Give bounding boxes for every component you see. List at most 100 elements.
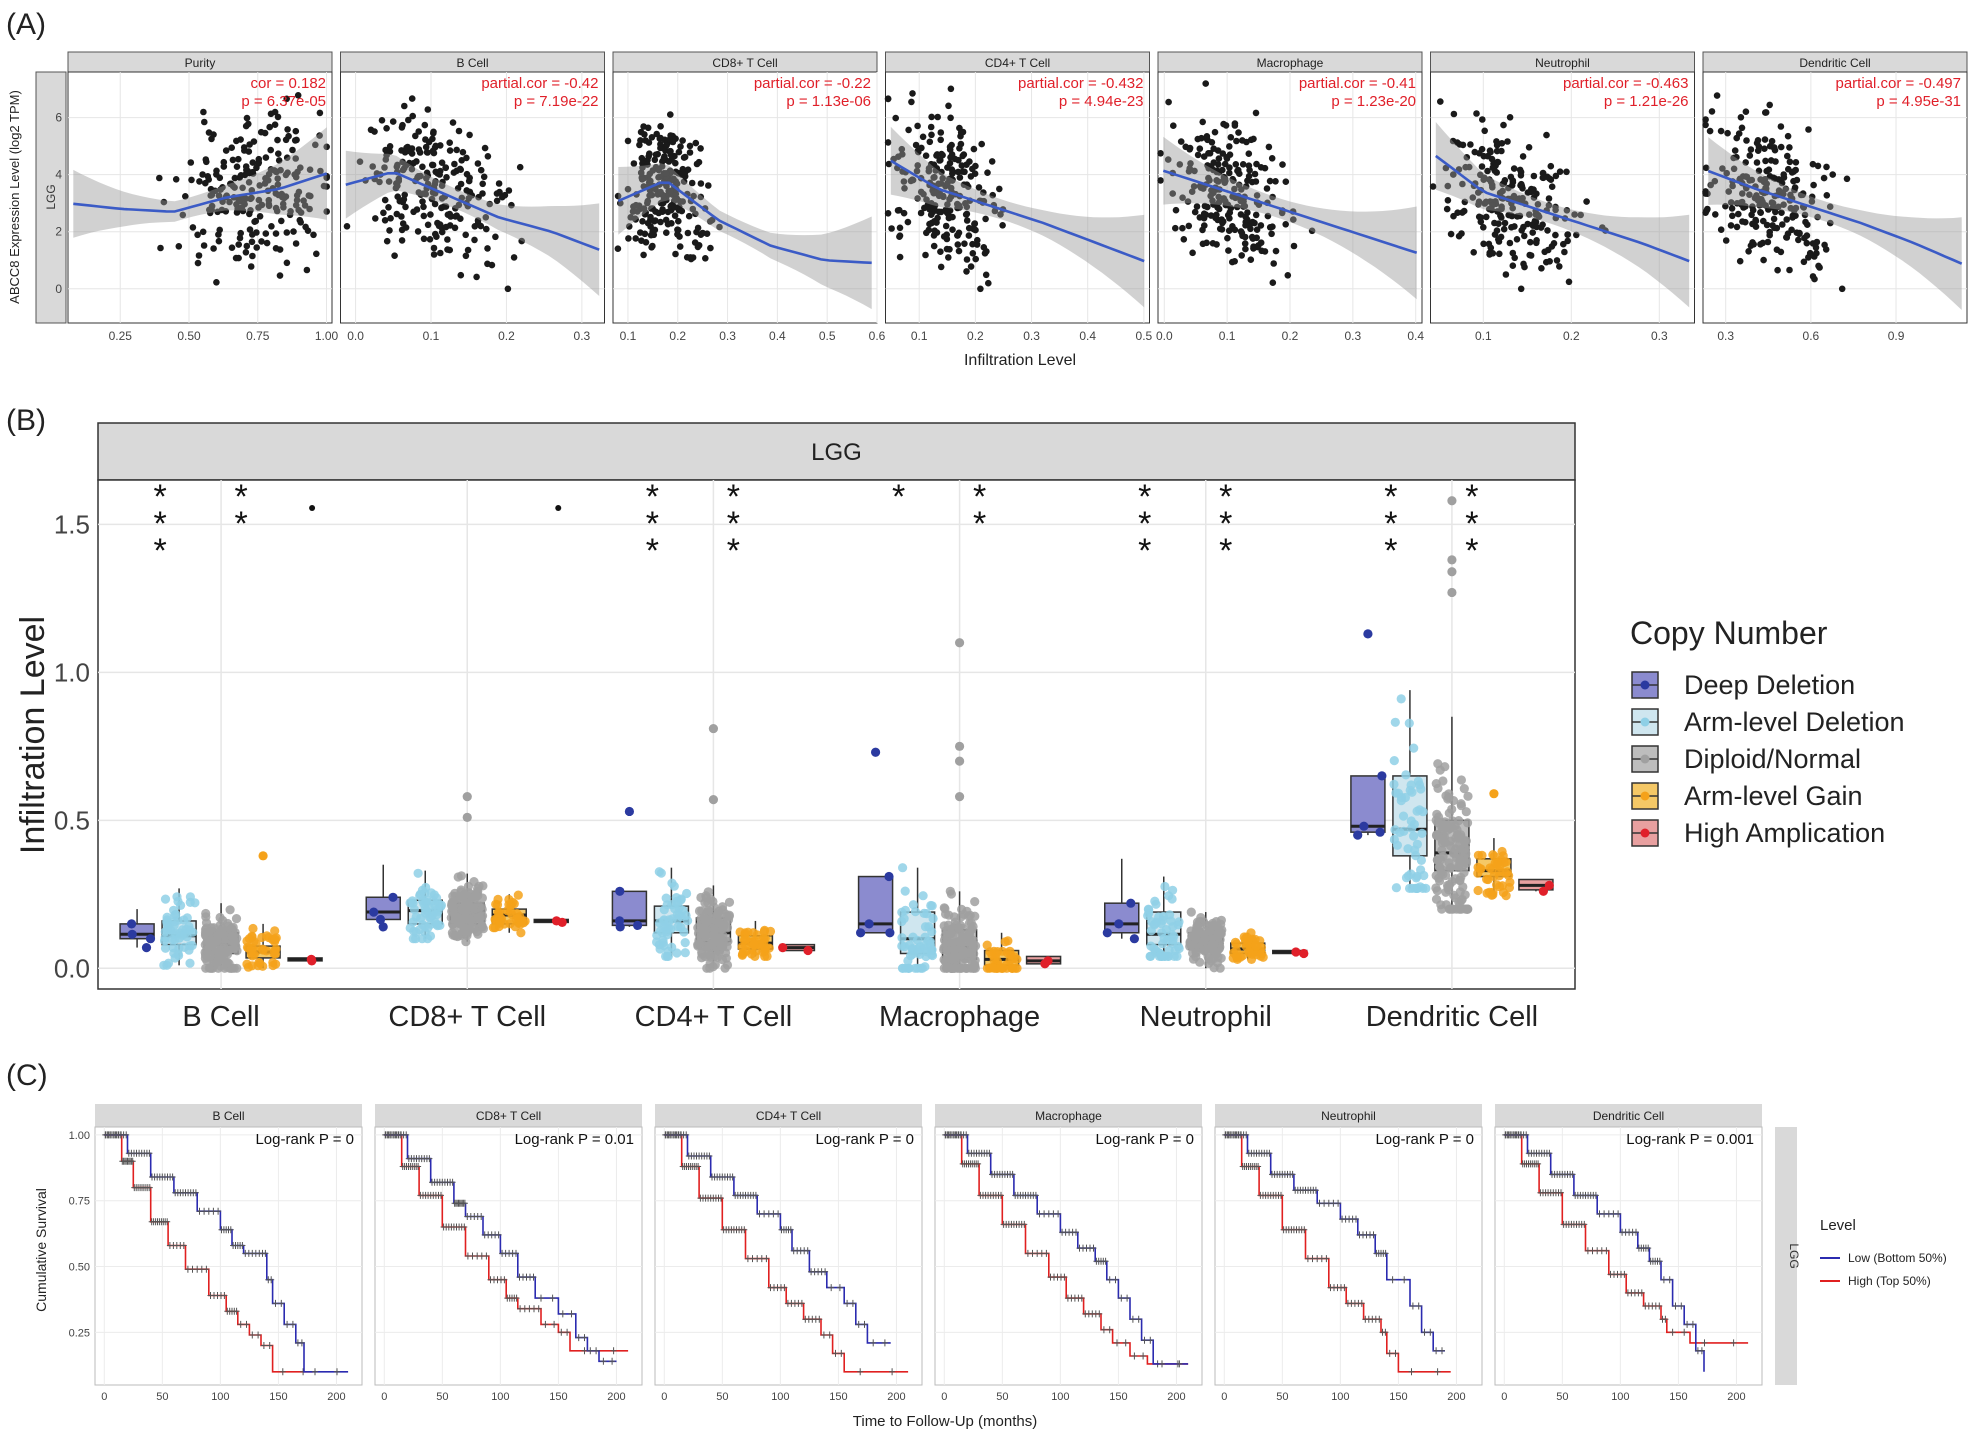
scatter-point [1800, 258, 1808, 266]
panel-c-survival: Cumulative Survival Time to Follow-Up (mo… [33, 1104, 1947, 1430]
facet-4: Macrophage 0.0 0.1 0.2 0.3 0.4 partial.cor = -… [1156, 51, 1424, 343]
x-tick-label: 200 [607, 1391, 625, 1403]
scatter-point [672, 168, 680, 176]
x-tick-label: 0.1 [1219, 329, 1236, 343]
scatter-point [245, 120, 252, 128]
scatter-point [948, 166, 956, 173]
data-point [679, 927, 689, 937]
scatter-point [1249, 235, 1257, 242]
scatter-point [1811, 275, 1818, 283]
data-point [506, 906, 516, 917]
scatter-point [678, 207, 686, 215]
facet-1: B Cell 0.0 0.1 0.2 0.3 partial.cor = -0.42p =… [340, 51, 605, 343]
scatter-point [963, 256, 971, 263]
data-point [919, 908, 929, 919]
logrank-stat: Log-rank P = 0 [1375, 1131, 1474, 1148]
data-point [1401, 873, 1412, 883]
data-point [778, 943, 788, 953]
data-point [1456, 775, 1466, 785]
x-tick-label: 0.0 [347, 329, 364, 343]
scatter-point [1211, 128, 1219, 136]
scatter-point [272, 245, 280, 252]
scatter-point [662, 147, 669, 154]
scatter-point [215, 192, 223, 199]
scatter-point [1263, 185, 1271, 192]
scatter-point [235, 241, 242, 248]
scatter-point [398, 237, 406, 244]
scatter-point [1766, 101, 1773, 109]
x-tick-label: 200 [327, 1391, 345, 1403]
stat-pvalue: p = 4.94e-23 [1059, 93, 1144, 110]
scatter-point [1786, 266, 1793, 274]
scatter-point [307, 192, 314, 200]
scatter-point [239, 184, 246, 192]
scatter-point [1478, 163, 1486, 170]
data-point [738, 948, 748, 958]
scatter-point [408, 95, 416, 102]
scatter-point [945, 102, 952, 110]
facet-title: Macrophage [1257, 56, 1324, 70]
scatter-point [484, 260, 491, 268]
scatter-point [947, 85, 955, 93]
scatter-point [1242, 222, 1249, 229]
scatter-point [1547, 176, 1555, 183]
outlier-point [1447, 567, 1457, 577]
scatter-point [1459, 209, 1466, 216]
scatter-point [1282, 178, 1290, 185]
facet-1: CD8+ T Cell 0 50 100 150 200 Log-rank P = 0.01 [374, 1104, 643, 1403]
scatter-point [632, 235, 639, 242]
facet-title: Dendritic Cell [1799, 56, 1870, 70]
data-point [1401, 770, 1411, 780]
scatter-point [389, 118, 397, 125]
scatter-point [676, 233, 683, 240]
scatter-point [956, 174, 964, 181]
data-point [231, 914, 242, 924]
scatter-point [210, 131, 217, 138]
scatter-point [462, 252, 470, 260]
scatter-point [1724, 129, 1731, 137]
facet-5: Dendritic Cell 0 50 100 150 200 Log-rank P = 0… [1494, 1104, 1763, 1403]
data-point [1415, 882, 1425, 892]
scatter-point [473, 273, 480, 281]
scatter-point [1747, 146, 1755, 153]
data-point [1375, 827, 1385, 837]
scatter-point [1538, 265, 1545, 272]
data-point [1150, 919, 1160, 929]
scatter-point [481, 144, 489, 152]
scatter-point [1530, 172, 1538, 180]
scatter-point [1496, 250, 1503, 258]
scatter-point [228, 144, 235, 151]
scatter-point [1786, 144, 1793, 151]
scatter-point [252, 217, 260, 225]
scatter-points [156, 92, 331, 286]
scatter-point [297, 219, 305, 226]
scatter-point [213, 167, 220, 175]
data-point [459, 895, 469, 905]
x-tick-label: 0.4 [1407, 329, 1424, 343]
scatter-point [1268, 230, 1275, 238]
scatter-point [452, 205, 459, 212]
scatter-point [405, 147, 413, 155]
panel-a-scatter: LGG ABCC8 Expression Level (log2 TPM) Infi… [7, 51, 1968, 369]
data-point [1389, 756, 1399, 766]
scatter-point [614, 192, 622, 200]
x-tick-label: 100 [1051, 1391, 1069, 1403]
scatter-point [667, 111, 674, 118]
scatter-point [505, 187, 513, 194]
scatter-point [705, 182, 712, 189]
scatter-point [449, 119, 457, 126]
scatter-point [1224, 234, 1231, 242]
data-point [1449, 848, 1459, 858]
scatter-point [297, 164, 304, 171]
x-tick-label: 50 [996, 1391, 1008, 1403]
scatter-point [1533, 239, 1540, 247]
x-tick-label: CD4+ T Cell [635, 1001, 793, 1033]
scatter-point [399, 220, 407, 227]
plot-area [97, 479, 1576, 990]
scatter-point [306, 166, 314, 173]
scatter-point [356, 158, 364, 165]
x-tick-label: 100 [771, 1391, 789, 1403]
scatter-point [182, 193, 189, 200]
x-tick-label: 0.3 [1717, 329, 1734, 343]
scatter-point [1527, 238, 1534, 246]
